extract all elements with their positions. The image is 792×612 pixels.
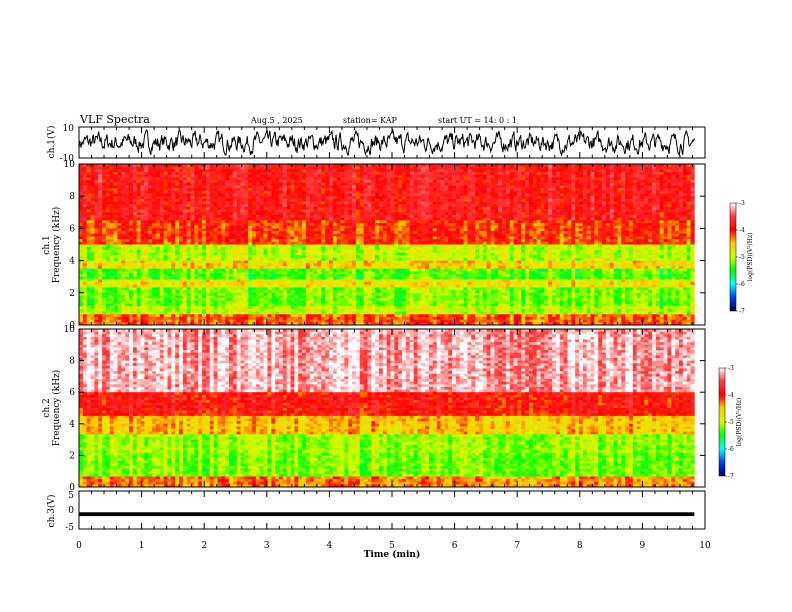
ch2-spectrogram-ytick: 4 [69, 420, 75, 430]
ch1-spectrogram-channel-label: ch.1 [42, 235, 52, 254]
station-label: station= KAP [343, 116, 398, 125]
x-tick-label: 1 [139, 541, 145, 551]
ch2-colorbar-tick: -6 [728, 446, 734, 453]
ch2-spectrogram-ytick: 10 [64, 325, 76, 335]
ch3-waveform-line [79, 512, 695, 517]
x-tick-label: 2 [201, 541, 207, 551]
ch3-ytick-bottom: -5 [65, 523, 74, 533]
date-label: Aug.5 , 2025 [250, 116, 303, 125]
x-tick-label: 7 [514, 541, 520, 551]
ch1-colorbar-tick: -6 [739, 281, 745, 288]
ch1-ytick-top: 10 [63, 124, 75, 134]
ch1-spectrogram-image [79, 164, 705, 326]
ch1-spectrogram-ytick: 4 [69, 257, 75, 267]
ch2-spectrogram-ytick: 6 [69, 388, 75, 398]
ch1-waveform-line [78, 128, 695, 157]
ch2-spectrogram-channel-label: ch.2 [42, 398, 52, 417]
ch1-spectrogram-ytick: 8 [69, 192, 75, 202]
x-tick-label: 0 [76, 541, 82, 551]
ch2-spectrogram-ytick: 2 [69, 451, 75, 461]
x-axis-label: Time (min) [364, 549, 421, 560]
ch1-waveform-ylabel: ch.1(V) [46, 126, 57, 159]
ch1-colorbar-tick: -5 [739, 254, 745, 261]
ch2-colorbar-tick: -7 [728, 473, 734, 480]
ch3-ytick-top: 5 [68, 491, 74, 501]
ch1-spectrogram-ylabel: Frequency (kHz) [51, 207, 62, 284]
ch1-ytick-bottom: -10 [60, 154, 75, 164]
ch1-spectrogram-ytick: 0 [69, 321, 75, 331]
ch1-colorbar [729, 202, 737, 312]
ch2-colorbar [718, 367, 726, 477]
ch2-colorbar-tick: -4 [728, 392, 734, 399]
start-time-label: start UT = 14: 0 : 1 [438, 116, 517, 125]
ch3-ytick-mid: 0 [68, 506, 74, 516]
ch2-spectrogram-ytick: 8 [69, 357, 75, 367]
x-tick-label: 10 [699, 541, 711, 551]
ch1-colorbar-tick: -3 [739, 200, 745, 207]
ch2-colorbar-tick: -5 [728, 419, 734, 426]
ch2-spectrogram-image [79, 329, 705, 488]
x-tick-label: 3 [264, 541, 270, 551]
ch2-spectrogram-ylabel: Frequency (kHz) [51, 370, 62, 447]
ch1-spectrogram-ytick: 6 [69, 224, 75, 234]
ch1-spectrogram-ytick: 2 [69, 289, 75, 299]
ch1-colorbar-label: log(PSD)(V²/Hz) [747, 233, 754, 282]
ch2-spectrogram-ytick: 0 [69, 483, 75, 493]
x-tick-label: 6 [452, 541, 458, 551]
ch3-waveform-panel: 5 0 -5 ch.3(V) [46, 490, 706, 533]
x-tick-label: 5 [389, 541, 395, 551]
x-tick-label: 9 [640, 541, 646, 551]
ch2-colorbar-label: log(PSD)(V²/Hz) [736, 398, 743, 447]
figure-title: VLF Spectra [79, 113, 150, 126]
ch3-waveform-ylabel: ch.3(V) [46, 495, 57, 528]
ch1-colorbar-tick: -7 [739, 308, 745, 315]
ch2-colorbar-tick: -3 [728, 365, 734, 372]
ch1-colorbar-tick: -4 [739, 227, 745, 234]
x-tick-label: 4 [327, 541, 333, 551]
x-tick-label: 8 [577, 541, 583, 551]
ch1-spectrogram-ytick: 10 [64, 160, 76, 170]
ch1-waveform-panel: 10 -10 ch.1(V) [46, 124, 706, 164]
